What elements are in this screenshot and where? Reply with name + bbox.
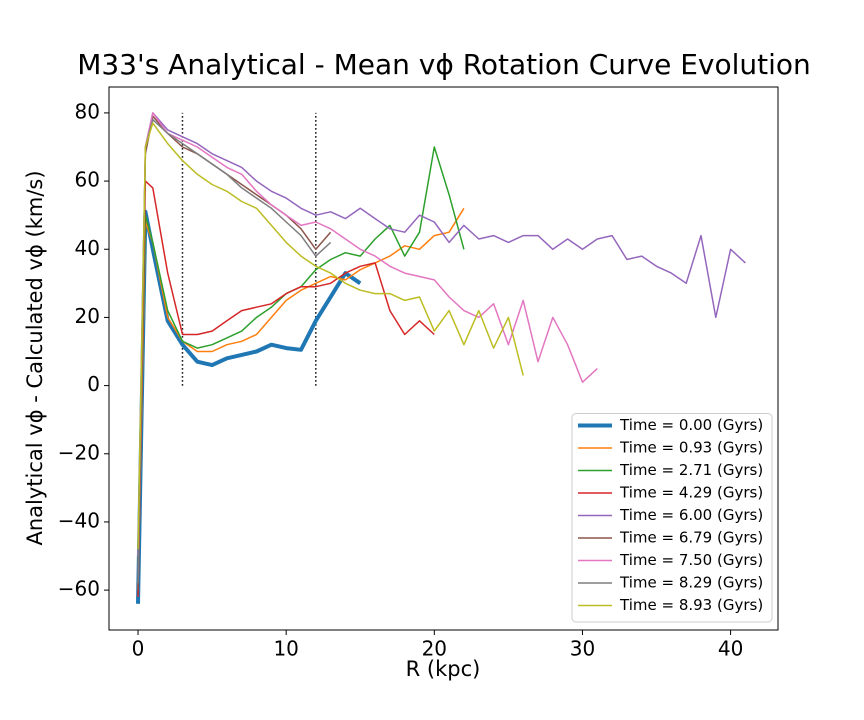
x-tick-label: 0 — [132, 637, 145, 661]
data-line — [137, 180, 435, 597]
legend-label: Time = 7.50 (Gyrs) — [619, 551, 763, 569]
data-line — [137, 146, 465, 563]
y-tick-label: −60 — [58, 577, 100, 601]
legend-label: Time = 8.93 (Gyrs) — [619, 596, 763, 614]
data-line — [136, 209, 362, 604]
data-line — [137, 115, 332, 591]
x-tick-label: 40 — [718, 637, 743, 661]
legend-box — [571, 413, 773, 623]
data-line — [137, 112, 746, 574]
chart-title: M33's Analytical - Mean vϕ Rotation Curv… — [77, 48, 811, 81]
x-tick-label: 10 — [273, 637, 298, 661]
data-line — [137, 112, 598, 557]
y-tick-label: 60 — [75, 168, 100, 192]
x-tick-label: 20 — [422, 637, 447, 661]
data-line — [137, 122, 524, 550]
legend-label: Time = 0.00 (Gyrs) — [619, 416, 763, 434]
y-tick-label: −40 — [58, 508, 100, 532]
legend-label: Time = 0.93 (Gyrs) — [619, 439, 763, 457]
legend-label: Time = 8.29 (Gyrs) — [619, 574, 763, 592]
legend: Time = 0.00 (Gyrs) Time = 0.93 (Gyrs) Time… — [571, 413, 773, 623]
legend-label: Time = 6.00 (Gyrs) — [619, 506, 763, 524]
y-tick-label: 20 — [75, 304, 100, 328]
y-tick-label: 80 — [75, 99, 100, 123]
legend-label: Time = 4.29 (Gyrs) — [619, 484, 763, 502]
x-tick-label: 30 — [570, 637, 595, 661]
y-tick-label: 0 — [87, 372, 100, 396]
data-line — [137, 207, 465, 591]
y-axis-label: Analytical vϕ - Calculated vϕ (km/s) — [23, 170, 47, 545]
x-axis-label: R (kpc) — [406, 657, 481, 681]
y-tick-label: 40 — [75, 236, 100, 260]
y-tick-label: −20 — [58, 440, 100, 464]
plot-frame — [108, 86, 779, 631]
legend-label: Time = 6.79 (Gyrs) — [619, 529, 763, 547]
data-line — [137, 118, 332, 584]
legend-label: Time = 2.71 (Gyrs) — [619, 461, 763, 479]
